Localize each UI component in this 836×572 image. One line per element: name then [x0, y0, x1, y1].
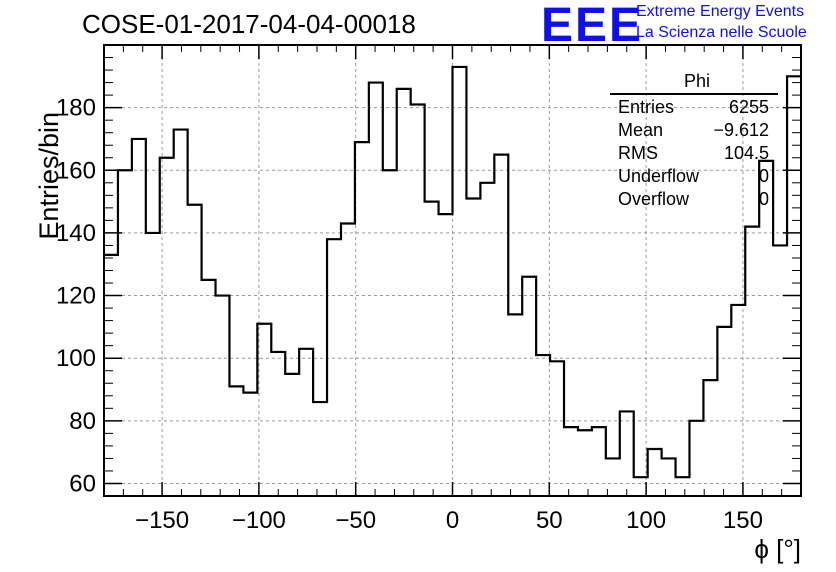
stats-divider: [610, 93, 778, 95]
histogram-bin: [773, 245, 787, 496]
histogram-bin: [285, 374, 299, 496]
stats-label: Overflow: [618, 188, 690, 209]
x-tick-label: 50: [536, 507, 563, 534]
histogram-bin: [118, 170, 132, 496]
histogram-bin: [703, 380, 717, 496]
histogram-bin: [160, 158, 174, 496]
histogram-bin: [564, 427, 578, 496]
histogram-bin: [620, 411, 634, 496]
histogram-bin: [341, 224, 355, 496]
histogram-bin: [592, 427, 606, 496]
histogram-bin: [606, 458, 620, 496]
y-tick-label: 100: [56, 345, 96, 372]
stats-value: 104.5: [723, 142, 769, 163]
stats-label: Entries: [618, 96, 675, 117]
eee-logo: EEE: [541, 0, 644, 52]
y-axis-label: Entries/bin: [34, 112, 64, 240]
histogram-bin: [536, 355, 550, 496]
histogram-bin: [202, 280, 216, 496]
histogram-bin: [745, 227, 759, 496]
histogram-outline: [104, 65, 801, 479]
x-tick-label: 150: [723, 507, 763, 534]
histogram-bin: [299, 349, 313, 496]
chart-title: COSE-01-2017-04-04-00018: [82, 9, 416, 39]
stats-row-underflow: Underflow 0: [610, 166, 778, 189]
stats-value: −9.612: [713, 119, 769, 140]
histogram-bin: [104, 255, 118, 496]
stats-row-rms: RMS 104.5: [610, 143, 778, 166]
logo-line-2: La Scienza nelle Scuole: [636, 24, 807, 41]
histogram-bin: [383, 170, 397, 496]
histogram-bin: [466, 198, 480, 496]
plot-frame: [103, 44, 802, 497]
histogram-bin: [132, 139, 146, 496]
histogram-bin: [425, 202, 439, 496]
stats-row-mean: Mean −9.612: [610, 120, 778, 143]
x-tick-label: 100: [626, 507, 666, 534]
histogram-bin: [717, 327, 731, 496]
histogram-bin: [397, 89, 411, 496]
stats-label: RMS: [618, 142, 658, 163]
histogram-bin: [508, 314, 522, 496]
y-tick-label: 180: [56, 95, 96, 122]
y-tick-label: 160: [56, 157, 96, 184]
histogram-bin: [453, 67, 467, 496]
histogram-bin: [313, 402, 327, 496]
histogram-bin: [257, 324, 271, 496]
histogram-bin: [411, 105, 425, 496]
histogram-bin: [550, 361, 564, 496]
histogram-bin: [578, 430, 592, 496]
y-tick-label: 80: [69, 408, 96, 435]
histogram-bin: [174, 130, 188, 496]
histogram-bin: [355, 142, 369, 496]
histogram-bin: [494, 155, 508, 496]
histogram-bin: [662, 458, 676, 496]
y-tick-label: 140: [56, 220, 96, 247]
histogram-bin: [439, 214, 453, 496]
stats-value: 0: [758, 188, 769, 209]
x-tick-label: −50: [335, 507, 376, 534]
histogram-bin: [327, 239, 341, 496]
stats-label: Underflow: [618, 165, 700, 186]
stats-value: 6255: [728, 96, 769, 117]
histogram-bin: [369, 83, 383, 496]
histogram-bin: [229, 386, 243, 496]
histogram-bin: [146, 233, 160, 496]
histogram-bin: [243, 393, 257, 496]
histogram-bin: [689, 421, 703, 496]
stats-label: Mean: [618, 119, 664, 140]
x-tick-label: 0: [446, 507, 459, 534]
histogram-bin: [188, 205, 202, 496]
histogram-bin: [731, 305, 745, 496]
histogram-bin: [480, 183, 494, 496]
histogram-bin: [648, 449, 662, 496]
x-axis-label: ϕ [°]: [754, 534, 801, 564]
y-tick-label: 60: [69, 470, 96, 497]
y-tick-label: 120: [56, 283, 96, 310]
x-tick-label: −100: [232, 507, 286, 534]
stats-row-entries: Entries 6255: [610, 97, 778, 120]
stats-value: 0: [758, 165, 769, 186]
stats-title: Phi: [683, 71, 710, 91]
histogram-bin: [676, 477, 690, 496]
stats-box: Phi Entries 6255 Mean −9.612 RMS 104.5 U…: [610, 71, 778, 212]
histogram-bin: [216, 296, 230, 496]
stats-row-overflow: Overflow 0: [610, 189, 778, 212]
logo-line-1: Extreme Energy Events: [636, 3, 805, 20]
histogram-bin: [522, 277, 536, 496]
x-tick-label: −150: [135, 507, 189, 534]
histogram-bin: [271, 352, 285, 496]
